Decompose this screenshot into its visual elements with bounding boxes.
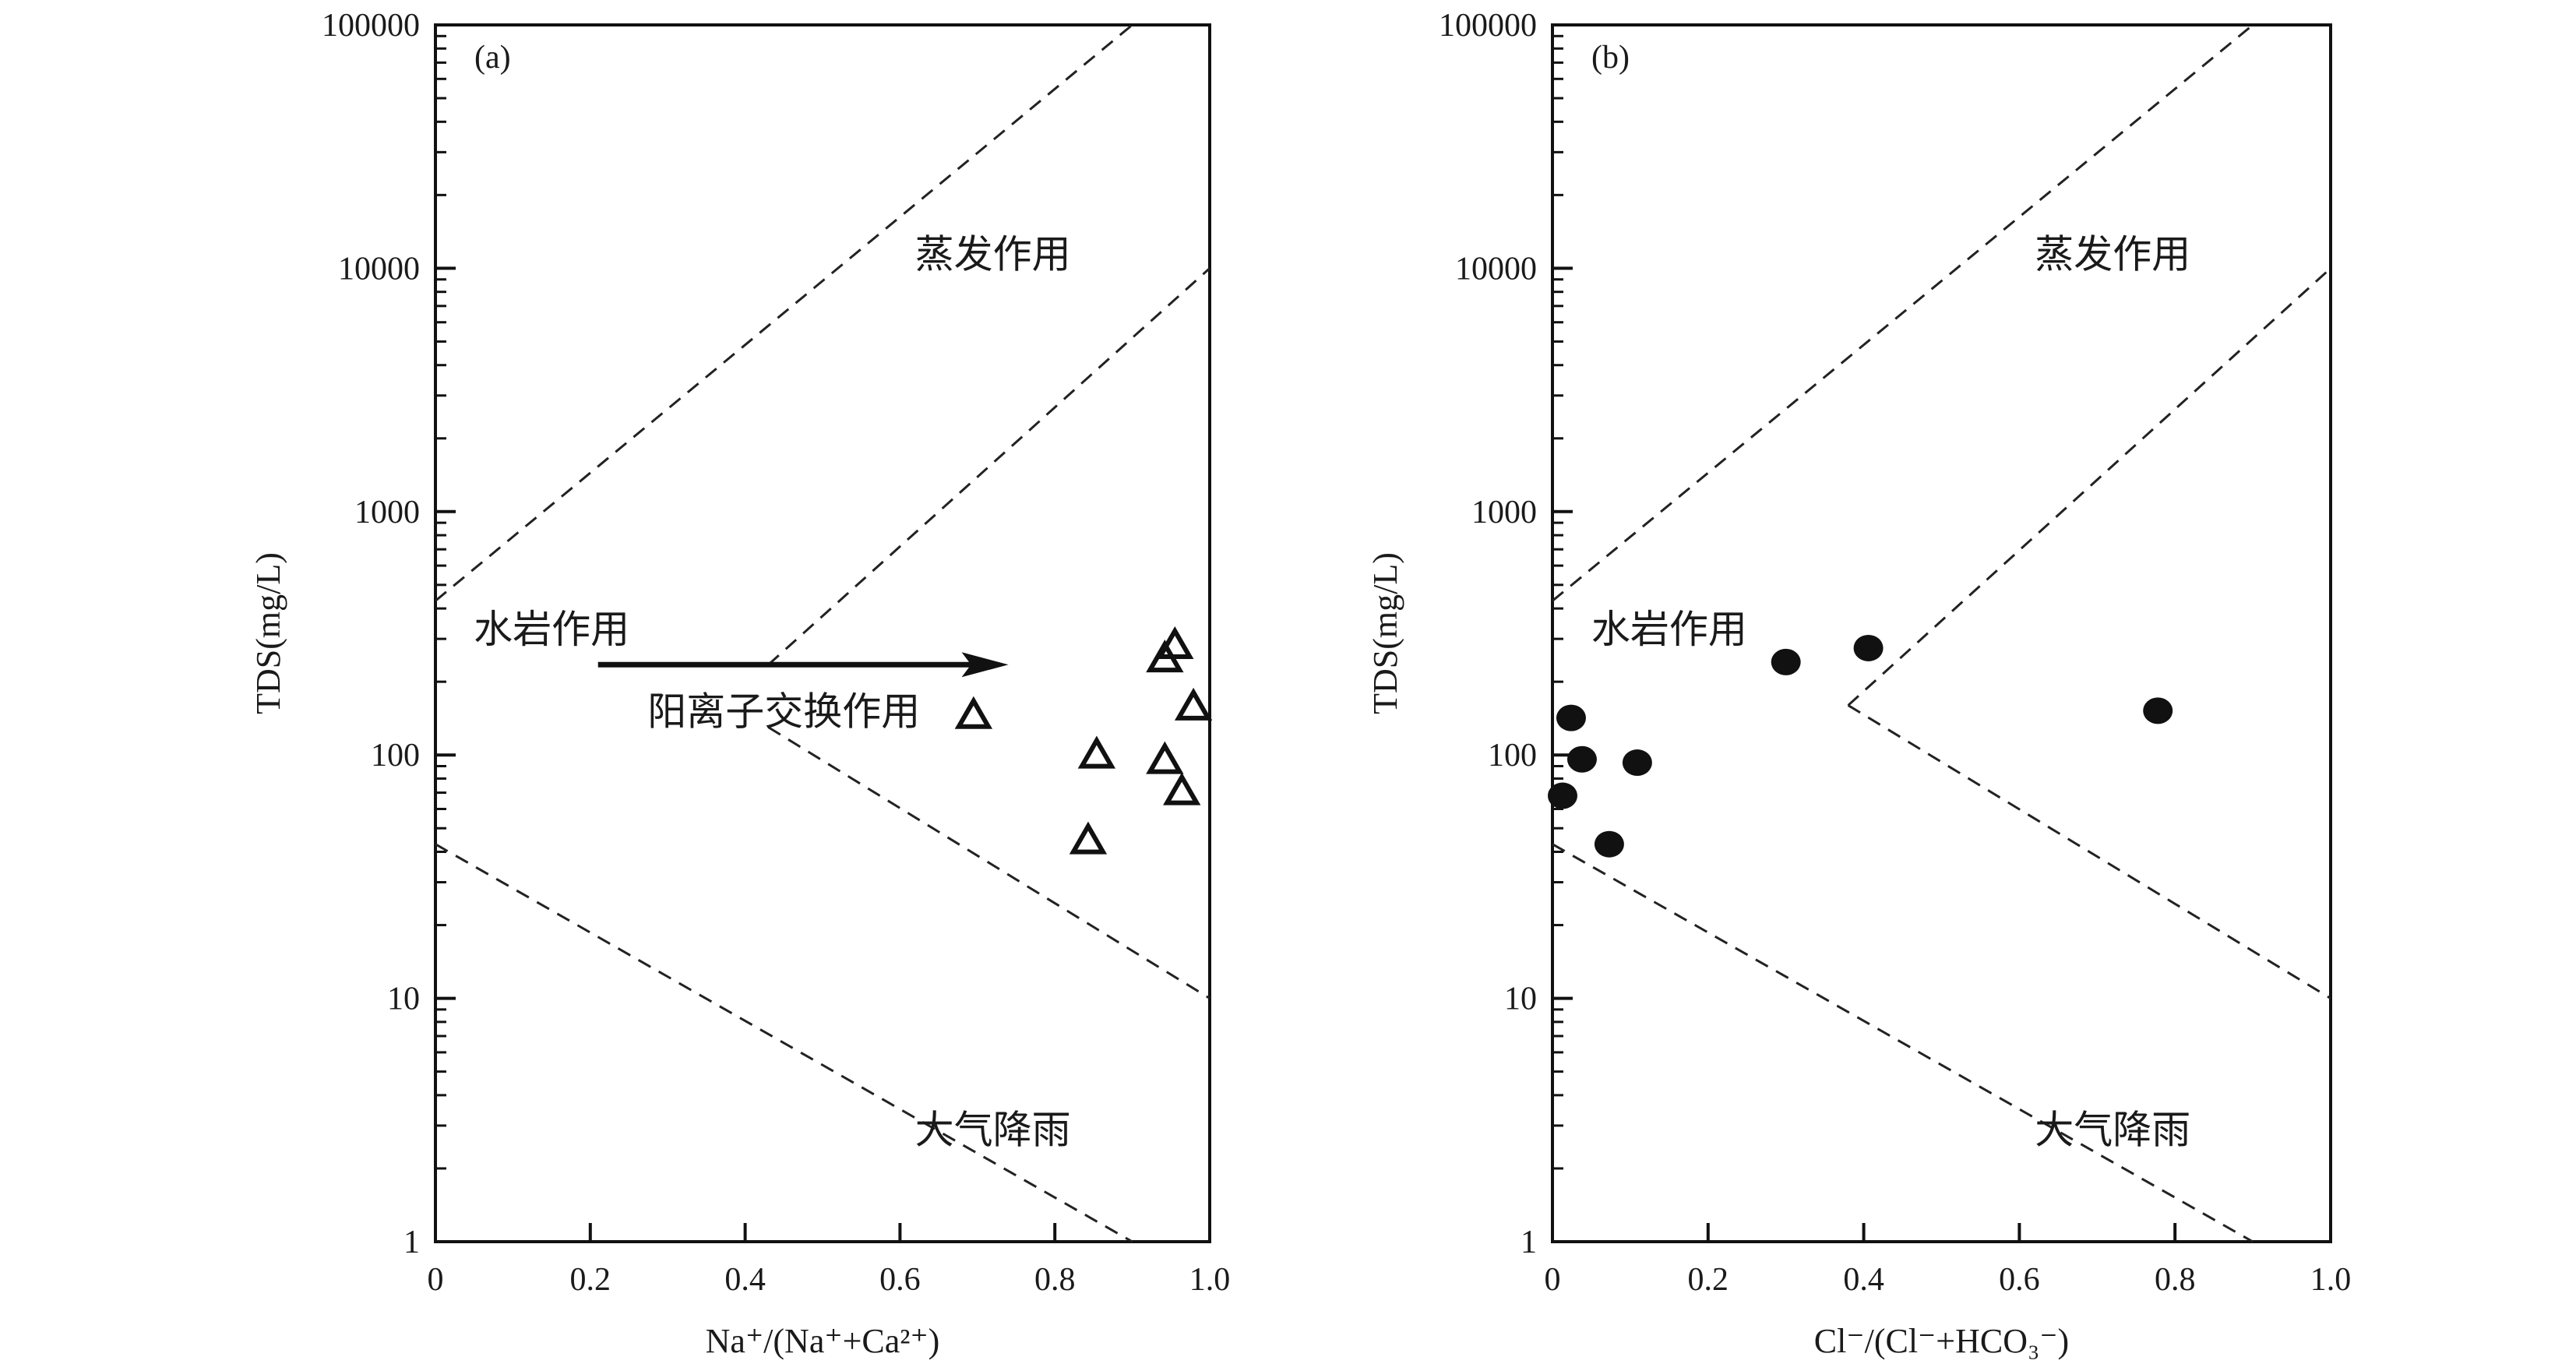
data-point-circle: [2143, 697, 2173, 724]
boundary-line: [1552, 23, 2254, 602]
region-label: 水岩作用: [474, 608, 629, 651]
data-point-triangle: [954, 696, 993, 729]
boundary-line: [1552, 843, 2254, 1243]
data-point-circle: [1622, 749, 1652, 777]
boundary-line: [435, 843, 1133, 1243]
y-tick-label: 100: [1488, 738, 1537, 774]
x-tick-label: 1.0: [2310, 1262, 2352, 1298]
x-tick-label: 0.4: [1843, 1262, 1884, 1298]
panel-label: (a): [474, 40, 511, 76]
x-tick-label: 1.0: [1189, 1262, 1231, 1298]
x-axis-title: Cl⁻/(Cl⁻+HCO₃⁻): [1814, 1322, 2069, 1360]
y-tick-label: 1: [1521, 1225, 1537, 1260]
region-label: 阳离子交换作用: [647, 689, 920, 733]
data-point-circle: [1547, 782, 1577, 809]
y-tick-label: 1000: [1471, 495, 1537, 530]
region-label: 蒸发作用: [2035, 232, 2190, 276]
x-tick-label: 0.8: [2155, 1262, 2196, 1298]
panel-b: 1 10 100 1000 10000 100000 0 0.2 0.4 0.6 0.8 1.0 Cl⁻…: [1366, 8, 2351, 1360]
y-tick-label: 10000: [1455, 251, 1537, 287]
data-point-circle: [1771, 648, 1801, 675]
x-tick-label: 0.2: [1688, 1262, 1729, 1298]
y-axis-title: TDS(mg/L): [1366, 552, 1404, 714]
data-point-triangle: [1174, 687, 1213, 721]
x-tick-label: 0.6: [879, 1262, 921, 1298]
boundary-line: [767, 726, 1210, 999]
data-point-triangle: [1146, 741, 1184, 774]
y-tick-label: 10000: [338, 251, 420, 287]
data-point-circle: [1556, 704, 1586, 731]
y-tick-label: 1: [403, 1225, 420, 1260]
y-tick-label: 100: [371, 738, 420, 774]
data-point-triangle: [1077, 735, 1116, 769]
data-point-triangle: [1163, 772, 1201, 805]
boundary-line: [1847, 704, 2331, 999]
region-label: 水岩作用: [1591, 608, 1747, 651]
plot-frame: [434, 23, 1211, 1243]
y-axis-title: TDS(mg/L): [249, 552, 287, 714]
x-tick-label: 0.4: [724, 1262, 766, 1298]
panel-a: 1 10 100 1000 10000 100000 0 0.2 0.4 0.6 0.8 1.0 Na⁺…: [249, 8, 1230, 1360]
y-tick-label: 100000: [1439, 8, 1537, 44]
region-label: 大气降雨: [915, 1108, 1071, 1152]
x-tick-label: 0.8: [1034, 1262, 1076, 1298]
boundary-line: [435, 23, 1133, 602]
region-label: 大气降雨: [2035, 1108, 2190, 1152]
x-tick-label: 0: [428, 1262, 444, 1298]
data-point-circle: [1594, 830, 1624, 858]
boundary-line: [767, 267, 1211, 666]
boundary-line: [1847, 267, 2332, 707]
data-point-circle: [1853, 634, 1884, 661]
x-tick-label: 0.2: [570, 1262, 611, 1298]
arrow-head: [961, 652, 1009, 678]
y-tick-label: 10: [1504, 982, 1537, 1017]
x-tick-label: 0.6: [1999, 1262, 2040, 1298]
data-point-triangle: [1069, 821, 1108, 855]
data-point-circle: [1566, 745, 1597, 773]
plot-frame: [1551, 23, 2332, 1243]
panel-label: (b): [1591, 40, 1630, 76]
y-tick-label: 100000: [322, 8, 420, 44]
x-axis-title: Na⁺/(Na⁺+Ca²⁺): [706, 1322, 940, 1360]
region-label: 蒸发作用: [915, 232, 1071, 276]
x-tick-label: 0: [1545, 1262, 1561, 1298]
data-point-triangle: [1156, 626, 1194, 659]
y-tick-label: 1000: [354, 495, 420, 530]
y-tick-label: 10: [387, 982, 420, 1017]
